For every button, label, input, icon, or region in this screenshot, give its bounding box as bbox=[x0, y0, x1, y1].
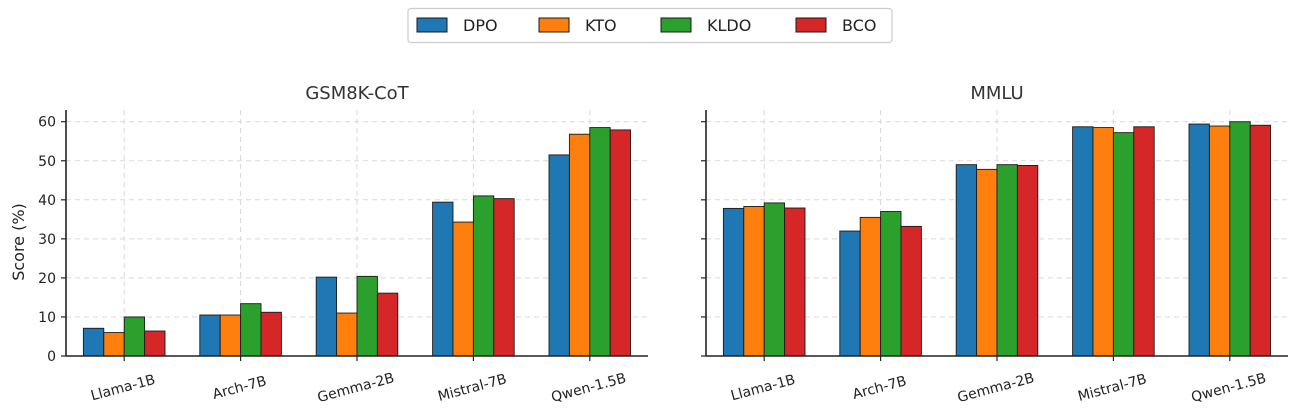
x-tick-label-mistral-7b: Mistral-7B bbox=[1076, 371, 1148, 405]
x-tick-label-mistral-7b: Mistral-7B bbox=[436, 371, 508, 405]
bar-kldo-arch-7b bbox=[880, 211, 902, 357]
x-tick-label-llama-1b: Llama-1B bbox=[89, 372, 157, 405]
bar-kldo-llama-1b bbox=[763, 202, 786, 357]
legend-label-dpo: DPO bbox=[463, 16, 498, 35]
x-tick-label-qwen-1-5b: Qwen-1.5B bbox=[550, 370, 628, 405]
bar-bco-gemma-2b bbox=[376, 292, 399, 357]
x-tick-label-gemma-2b: Gemma-2B bbox=[316, 370, 396, 406]
bar-kto-mistral-7b bbox=[452, 221, 474, 357]
bar-dpo-qwen-1-5b bbox=[548, 154, 570, 357]
bar-kldo-gemma-2b bbox=[996, 164, 1018, 357]
chart-title: MMLU bbox=[970, 83, 1023, 104]
bar-kldo-llama-1b bbox=[123, 316, 146, 357]
bar-bco-gemma-2b bbox=[1016, 164, 1039, 357]
legend-swatch-bco bbox=[795, 17, 827, 33]
x-tick-label-arch-7b: Arch-7B bbox=[851, 373, 908, 403]
bar-kto-arch-7b bbox=[219, 314, 242, 357]
legend-swatch-kldo bbox=[660, 17, 692, 33]
bar-dpo-mistral-7b bbox=[432, 201, 454, 357]
bar-bco-mistral-7b bbox=[493, 198, 515, 357]
legend-label-bco: BCO bbox=[842, 16, 876, 35]
bar-bco-qwen-1-5b bbox=[609, 129, 632, 357]
bar-dpo-arch-7b bbox=[839, 230, 861, 357]
bar-kldo-mistral-7b bbox=[472, 195, 495, 357]
bar-kto-mistral-7b bbox=[1092, 127, 1114, 357]
y-tick-label: 50 bbox=[38, 154, 56, 170]
y-tick-label: 20 bbox=[38, 271, 56, 287]
y-axis-label: Score (%) bbox=[9, 203, 28, 281]
bar-bco-qwen-1-5b bbox=[1249, 124, 1272, 357]
bar-kto-gemma-2b bbox=[976, 168, 998, 357]
legend: DPO KTO KLDO BCO bbox=[407, 7, 893, 44]
bar-dpo-arch-7b bbox=[199, 314, 221, 357]
bar-bco-llama-1b bbox=[784, 207, 806, 357]
bar-kldo-qwen-1-5b bbox=[589, 127, 611, 357]
legend-swatch-dpo bbox=[416, 17, 448, 33]
bar-dpo-qwen-1-5b bbox=[1188, 123, 1210, 357]
x-tick-label-gemma-2b: Gemma-2B bbox=[956, 370, 1036, 406]
bar-bco-arch-7b bbox=[900, 225, 922, 357]
legend-frame bbox=[407, 7, 893, 44]
bar-kto-llama-1b bbox=[103, 332, 125, 357]
bar-bco-mistral-7b bbox=[1133, 126, 1155, 357]
panel-mmlu: Llama-1B Arch-7B Gemma-2B Mistral-7B Qwen-1.… bbox=[701, 83, 1288, 406]
bar-kto-qwen-1-5b bbox=[1208, 125, 1231, 357]
bar-dpo-mistral-7b bbox=[1072, 126, 1094, 357]
bar-bco-llama-1b bbox=[144, 330, 166, 357]
bar-bco-arch-7b bbox=[260, 311, 282, 357]
bar-dpo-gemma-2b bbox=[955, 164, 978, 357]
bar-kto-llama-1b bbox=[743, 205, 765, 357]
x-tick-label-llama-1b: Llama-1B bbox=[729, 372, 797, 405]
bar-kldo-arch-7b bbox=[240, 303, 262, 357]
panel-gsm8k-cot: 0 10 20 30 40 50 60 Llama-1B Arch-7B Gemma-2B Mist… bbox=[9, 83, 648, 406]
bar-dpo-llama-1b bbox=[722, 207, 745, 357]
legend-label-kldo: KLDO bbox=[707, 16, 751, 35]
bar-kldo-mistral-7b bbox=[1112, 132, 1135, 357]
x-tick-label-qwen-1-5b: Qwen-1.5B bbox=[1190, 370, 1268, 405]
bar-kldo-gemma-2b bbox=[356, 275, 378, 357]
bar-dpo-gemma-2b bbox=[315, 276, 338, 357]
y-tick-label: 0 bbox=[47, 349, 56, 365]
legend-label-kto: KTO bbox=[585, 16, 617, 35]
bar-kldo-qwen-1-5b bbox=[1229, 121, 1251, 357]
bar-kto-qwen-1-5b bbox=[568, 133, 591, 357]
bar-kto-gemma-2b bbox=[336, 312, 358, 357]
chart-title: GSM8K-CoT bbox=[305, 83, 409, 104]
bar-kto-arch-7b bbox=[859, 216, 882, 357]
x-tick-label-arch-7b: Arch-7B bbox=[211, 373, 268, 403]
y-tick-label: 40 bbox=[38, 193, 56, 209]
y-tick-label: 30 bbox=[38, 232, 56, 248]
y-tick-label: 10 bbox=[38, 310, 56, 326]
y-tick-label: 60 bbox=[38, 115, 56, 131]
legend-swatch-kto bbox=[538, 17, 570, 33]
bar-dpo-llama-1b bbox=[82, 327, 105, 357]
